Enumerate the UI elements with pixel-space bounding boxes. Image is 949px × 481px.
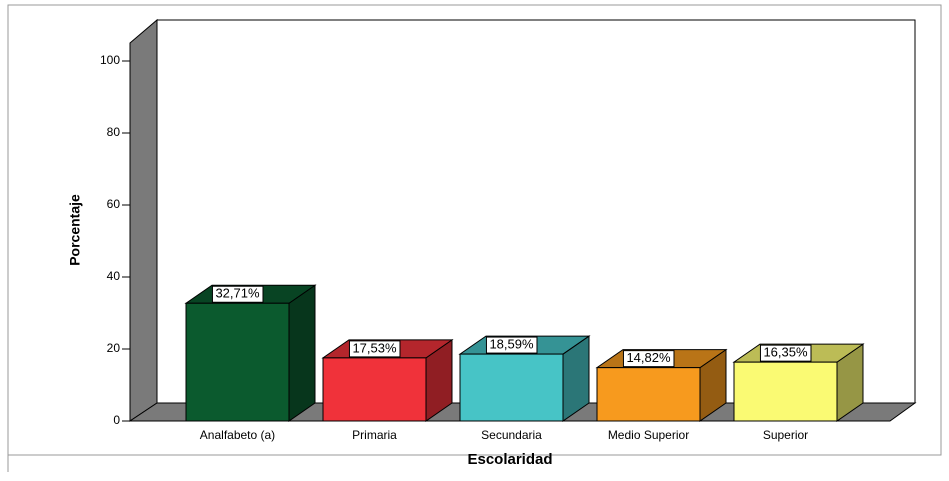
x-tick-label: Secundaria [481, 428, 542, 442]
side-wall [129, 18, 158, 422]
y-tick-label: 40 [107, 269, 121, 283]
x-tick-label: Superior [763, 428, 808, 442]
value-label-box [348, 340, 401, 358]
y-tick-label: 100 [100, 53, 120, 67]
bar [459, 353, 564, 422]
value-label-box [759, 344, 812, 362]
value-label-box [211, 285, 264, 303]
x-tick-label: Analfabeto (a) [200, 428, 275, 442]
x-tick-label: Primaria [352, 428, 397, 442]
bar [596, 367, 701, 422]
bar [322, 357, 427, 422]
value-label: 16,35% [763, 345, 808, 360]
value-label-box [485, 336, 538, 354]
x-tick-label: Medio Superior [608, 428, 689, 442]
y-tick-label: 20 [107, 341, 121, 355]
bar-side [288, 284, 316, 422]
y-tick-label: 80 [107, 125, 121, 139]
y-tick-label: 60 [107, 197, 121, 211]
value-label: 14,82% [626, 350, 671, 365]
bar [185, 302, 290, 422]
value-label-box [622, 350, 675, 368]
value-label: 18,59% [489, 337, 534, 352]
x-axis-label: Escolaridad [467, 451, 552, 468]
value-label: 17,53% [352, 340, 397, 355]
bar [733, 361, 838, 422]
value-label: 32,71% [215, 286, 260, 301]
y-tick-label: 0 [113, 413, 120, 427]
y-axis-label: Porcentaje [67, 194, 83, 266]
